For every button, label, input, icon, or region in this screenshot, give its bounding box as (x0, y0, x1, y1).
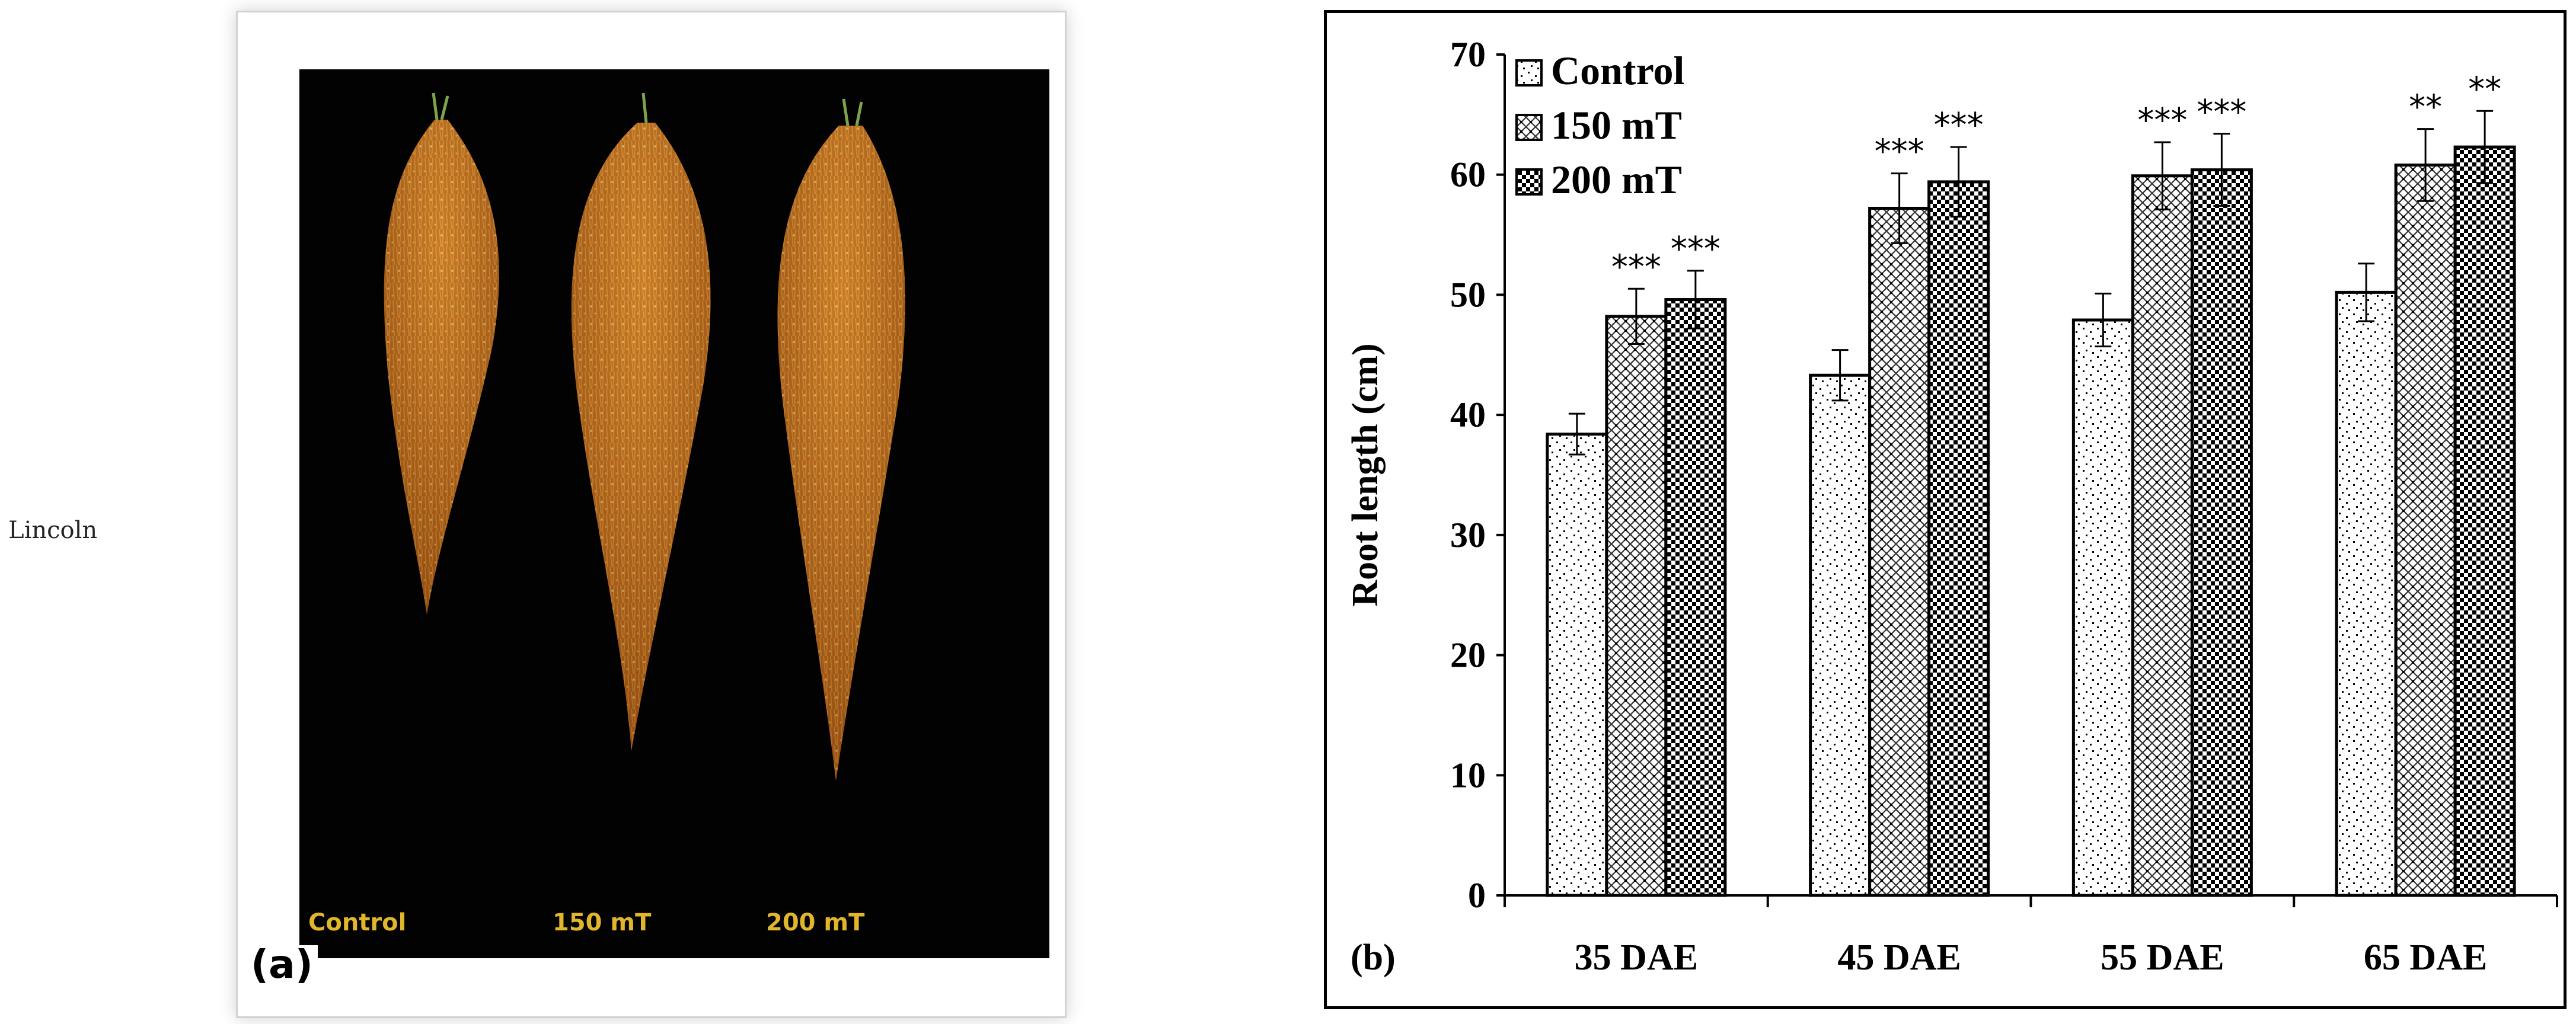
significance-label: *** (1934, 106, 1984, 145)
significance-label: *** (1671, 230, 1720, 268)
bar-control-55-dae (2071, 318, 2134, 897)
photo-label-control: Control (308, 909, 407, 936)
y-tick-label: 70 (1450, 35, 1486, 74)
panel-a-label: (a) (246, 945, 318, 984)
y-tick-label: 40 (1450, 395, 1486, 434)
x-category-label: 65 DAE (2364, 937, 2487, 978)
significance-label: *** (1875, 133, 1924, 171)
root-photo: Control 150 mT 200 mT (299, 69, 1049, 958)
panel-b-label: (b) (1351, 937, 1396, 978)
side-label: Lincoln (8, 517, 98, 544)
significance-label: ** (2468, 70, 2501, 108)
y-tick-label: 50 (1450, 275, 1486, 314)
significance-label: ** (2409, 88, 2442, 127)
legend-label: 200 mT (1551, 157, 1682, 202)
bar-200-mt-35-dae (1664, 298, 1727, 897)
root-200mT (777, 98, 905, 780)
bar-150-mt-45-dae (1868, 206, 1931, 897)
bar-control-35-dae (1546, 433, 1608, 897)
bar-200-mt-55-dae (2190, 168, 2253, 897)
significance-label: *** (1611, 248, 1661, 286)
x-category-label: 55 DAE (2101, 937, 2224, 978)
bar-150-mt-35-dae (1605, 315, 1668, 897)
legend: Control 150 mT 200 mT (1515, 48, 1684, 202)
y-tick-label: 0 (1468, 876, 1486, 915)
photo-label-150mT: 150 mT (553, 909, 652, 936)
bar-200-mt-65-dae (2453, 145, 2516, 897)
y-axis-title: Root length (cm) (1345, 343, 1386, 606)
significance-label: *** (2197, 93, 2246, 132)
legend-swatch-200-mt (1515, 168, 1543, 196)
photo-label-200mT: 200 mT (766, 909, 865, 936)
roots-illustration (384, 92, 905, 780)
bar-150-mt-65-dae (2394, 163, 2457, 897)
root-150mT (571, 92, 711, 751)
chart-labels: Root length (cm) *** *** 35 DAE *** *** 45 DAE… (1345, 70, 2501, 978)
legend-swatch-control (1515, 59, 1543, 87)
bars (1546, 110, 2516, 897)
legend-label: Control (1551, 48, 1684, 93)
root-control (384, 92, 499, 615)
legend-label: 150 mT (1551, 103, 1682, 148)
bar-chart: 0 10 20 30 40 50 60 70 Control 150 mT 200 mT Root… (1345, 35, 2558, 978)
bar-control-65-dae (2335, 290, 2398, 897)
bar-control-45-dae (1809, 373, 1872, 897)
y-tick-label: 20 (1450, 636, 1486, 675)
bar-200-mt-45-dae (1927, 180, 1990, 897)
x-category-label: 35 DAE (1575, 937, 1698, 978)
y-tick-label: 10 (1450, 756, 1486, 795)
significance-label: *** (2137, 101, 2187, 140)
y-tick-label: 60 (1450, 155, 1486, 194)
chart-frame: 0 10 20 30 40 50 60 70 Control 150 mT 200 mT Root… (1324, 10, 2567, 1009)
y-tick-label: 30 (1450, 516, 1486, 555)
x-category-label: 45 DAE (1837, 937, 1961, 978)
bar-150-mt-55-dae (2131, 174, 2194, 897)
legend-swatch-150-mt (1515, 114, 1543, 141)
